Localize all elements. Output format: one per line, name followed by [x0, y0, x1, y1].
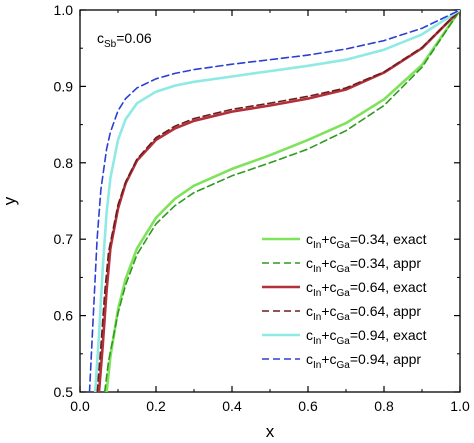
series-line-1	[105, 10, 460, 392]
x-axis-label: x	[266, 422, 275, 441]
x-tick-label: 0.0	[70, 398, 90, 414]
series-line-6	[88, 10, 460, 392]
x-tick-label: 0.2	[146, 398, 166, 414]
x-tick-label: 0.8	[374, 398, 394, 414]
y-tick-label: 0.5	[54, 384, 74, 400]
series-layer	[88, 10, 460, 392]
series-line-5	[93, 10, 460, 392]
legend-label-4: cIn+cGa=0.64, appr	[306, 303, 421, 323]
axes-group: 0.0 0.2 0.4 0.6 0.8 1.0 0.5 0.6 0.7 0.8 0.9 1.0	[54, 2, 470, 414]
series-line-2	[103, 10, 460, 392]
y-tick-label: 0.7	[54, 231, 74, 247]
y-tick-label: 0.6	[54, 308, 74, 324]
x-tick-label: 0.6	[298, 398, 318, 414]
y-tick-label: 0.9	[54, 78, 74, 94]
legend-label-1: cIn+cGa=0.34, exact	[306, 231, 427, 251]
legend-label-5: cIn+cGa=0.94, exact	[306, 327, 427, 347]
legend: cIn+cGa=0.34, exact cIn+cGa=0.34, appr cIn…	[262, 231, 427, 371]
y-axis-label: y	[0, 196, 19, 205]
y-tick-label: 1.0	[54, 2, 74, 18]
series-line-4	[96, 10, 460, 392]
legend-label-2: cIn+cGa=0.34, appr	[306, 255, 421, 275]
series-line-3	[97, 10, 460, 392]
y-tick-label: 0.8	[54, 155, 74, 171]
legend-label-6: cIn+cGa=0.94, appr	[306, 351, 421, 371]
x-ticks: 0.0 0.2 0.4 0.6 0.8 1.0	[70, 10, 470, 414]
csb-annotation: cSb=0.06	[97, 30, 152, 50]
x-tick-label: 0.4	[222, 398, 242, 414]
x-tick-label: 1.0	[450, 398, 470, 414]
y-ticks: 0.5 0.6 0.7 0.8 0.9 1.0	[54, 2, 460, 400]
legend-label-3: cIn+cGa=0.64, exact	[306, 279, 427, 299]
